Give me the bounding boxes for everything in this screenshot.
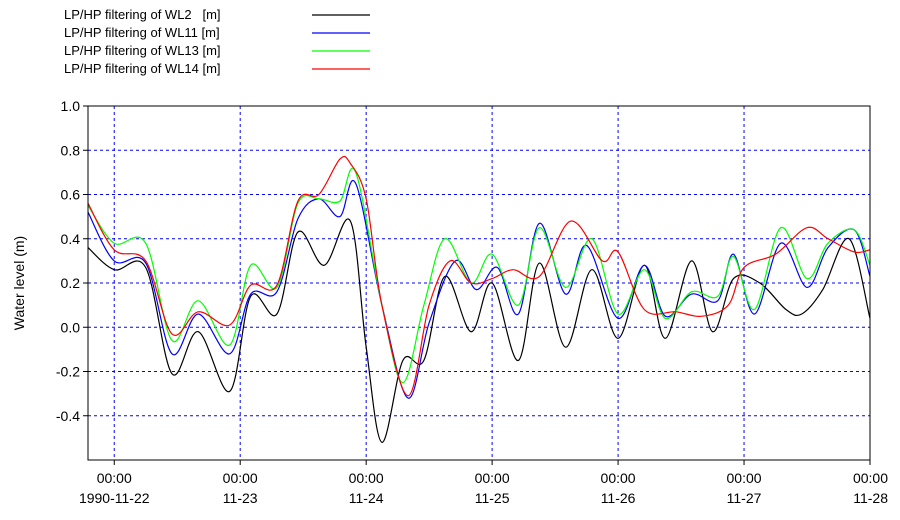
y-tick-label: -0.2	[56, 364, 80, 380]
x-tick-time: 00:00	[223, 470, 258, 486]
series-line-wl14	[88, 155, 870, 397]
legend: LP/HP filtering of WL2 [m] LP/HP filterin…	[64, 7, 370, 76]
y-tick-label: 0.4	[61, 231, 81, 247]
x-axis-ticks: 00:00 1990-11-22 00:00 11-23 00:00 11-24 00:00…	[79, 460, 888, 506]
x-tick-date: 1990-11-22	[79, 490, 150, 506]
y-tick-label: 0.0	[61, 319, 81, 335]
legend-label-wl13: LP/HP filtering of WL13 [m]	[64, 43, 221, 58]
x-tick-time: 00:00	[727, 470, 762, 486]
y-tick-label: 0.6	[61, 187, 81, 203]
x-tick-date: 11-23	[223, 490, 258, 506]
series-line-wl11	[88, 179, 870, 399]
y-axis-label: Water level (m)	[11, 236, 27, 330]
y-axis-ticks: 1.0 0.8 0.6 0.4 0.2 0.0 -0.2 -0.4	[56, 98, 88, 424]
legend-label-wl14: LP/HP filtering of WL14 [m]	[64, 61, 221, 76]
x-tick-date: 11-27	[727, 490, 762, 506]
x-tick-date: 11-28	[853, 490, 888, 506]
y-tick-label: 1.0	[61, 98, 81, 114]
x-tick-time: 00:00	[349, 470, 384, 486]
x-tick-time: 00:00	[97, 470, 132, 486]
series-line-wl13	[88, 167, 870, 384]
series-line-wl2	[88, 218, 870, 443]
x-tick-date: 11-26	[601, 490, 636, 506]
x-tick-date: 11-24	[349, 490, 384, 506]
x-tick-time: 00:00	[853, 470, 888, 486]
y-tick-label: -0.4	[56, 408, 80, 424]
y-tick-label: 0.2	[61, 275, 81, 291]
legend-label-wl2: LP/HP filtering of WL2 [m]	[64, 7, 221, 22]
y-tick-label: 0.8	[61, 142, 81, 158]
series-layer	[88, 155, 870, 443]
x-tick-time: 00:00	[601, 470, 636, 486]
x-tick-date: 11-25	[475, 490, 510, 506]
x-tick-time: 00:00	[475, 470, 510, 486]
legend-label-wl11: LP/HP filtering of WL11 [m]	[64, 25, 220, 40]
